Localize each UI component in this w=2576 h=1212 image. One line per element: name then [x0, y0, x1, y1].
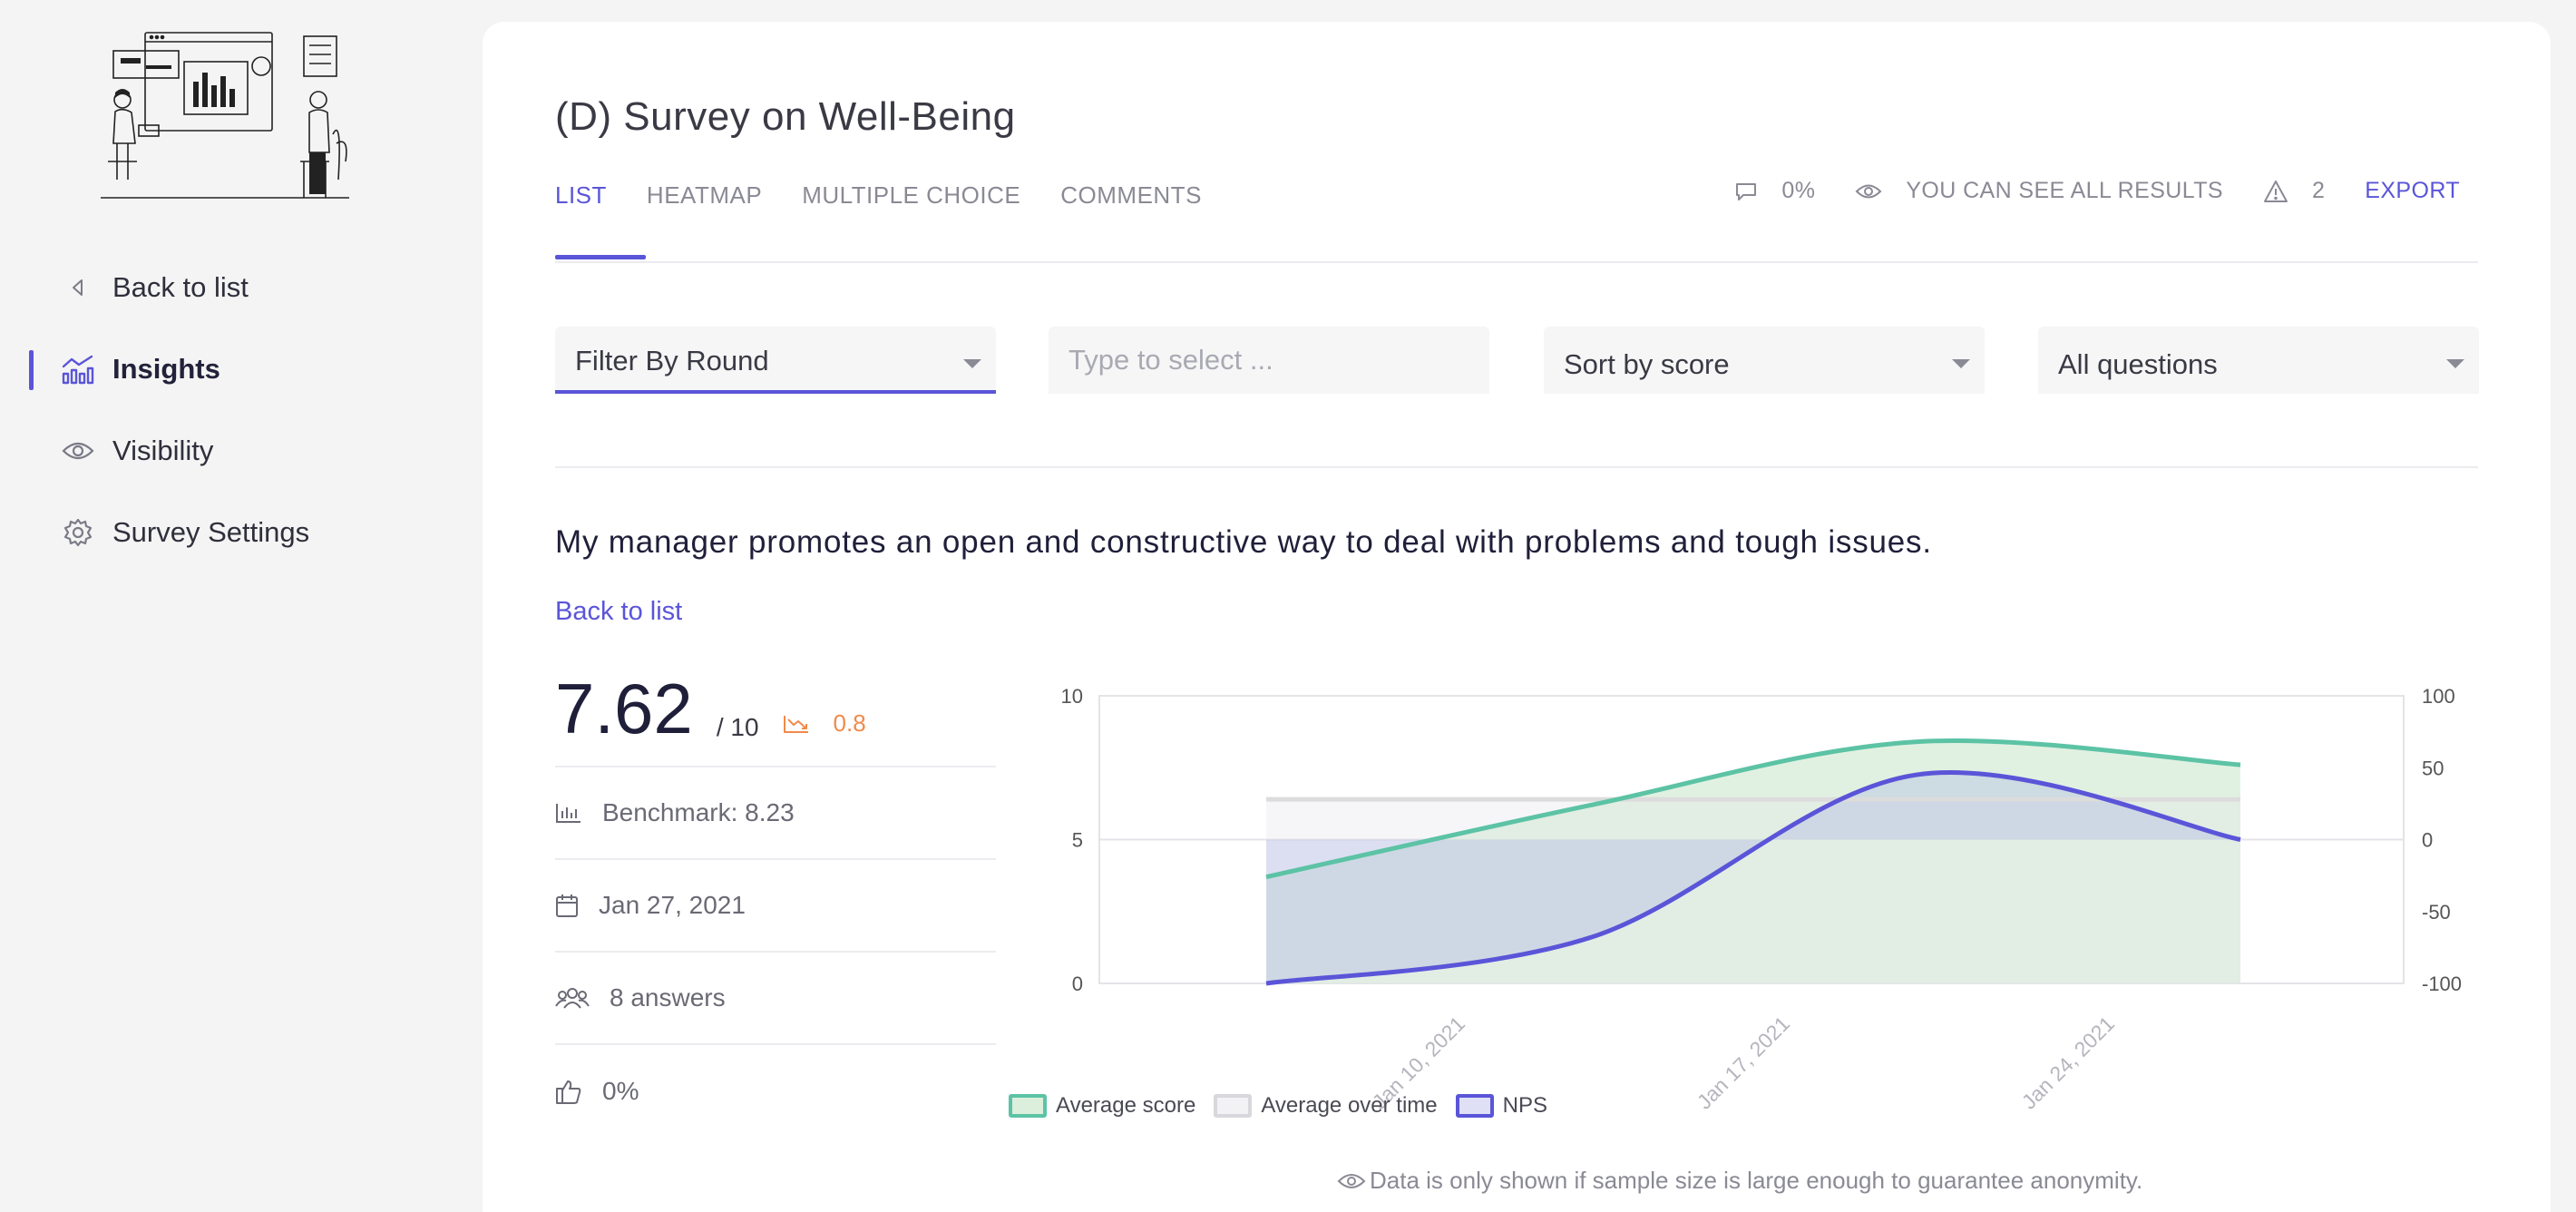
y-left-tick-label: 10: [1061, 685, 1083, 708]
x-tick-label: Jan 17, 2021: [1693, 1012, 1794, 1113]
date-text: Jan 27, 2021: [599, 891, 746, 919]
sidebar-nav: Back to list Insights Visibility: [0, 247, 481, 573]
chart-legend: Average score Average over time NPS: [1009, 1093, 1566, 1119]
sidebar-item-visibility[interactable]: Visibility: [0, 410, 481, 492]
likes-row: 0%: [555, 1045, 996, 1138]
users-icon: [555, 988, 590, 1009]
sidebar-item-label: Insights: [112, 353, 220, 385]
visibility-status: YOU CAN SEE ALL RESULTS: [1855, 178, 2223, 204]
benchmark-row: Benchmark: 8.23: [555, 767, 996, 860]
y-left-tick-label: 0: [1072, 973, 1083, 995]
x-tick-label: Jan 24, 2021: [2017, 1012, 2119, 1113]
eye-icon: [1855, 184, 1882, 198]
sidebar-item-label: Visibility: [112, 435, 214, 466]
legend-label: Average score: [1056, 1093, 1196, 1118]
comments-rate: 0%: [1734, 178, 1815, 204]
tab-comments[interactable]: COMMENTS: [1060, 181, 1202, 209]
visibility-text: YOU CAN SEE ALL RESULTS: [1906, 178, 2223, 203]
score-trend: 0.8: [783, 709, 866, 738]
answers-text: 8 answers: [610, 983, 726, 1012]
export-button[interactable]: EXPORT: [2365, 178, 2460, 203]
bar-chart-icon: [556, 804, 581, 823]
average-over-time-area: [1266, 799, 2240, 983]
comments-pct: 0%: [1781, 178, 1816, 203]
thumbs-up-icon: [556, 1080, 581, 1104]
average-score-line: [1265, 738, 2241, 880]
caret-down-icon: [963, 359, 981, 368]
anonymity-note-text: Data is only shown if sample size is lar…: [1370, 1167, 2143, 1194]
y-left-tick-label: 5: [1072, 829, 1083, 852]
caret-left-icon: [60, 269, 96, 306]
questions-select[interactable]: All questions: [2038, 327, 2479, 394]
active-tab-indicator: [555, 255, 646, 259]
tab-multiple-choice[interactable]: MULTIPLE CHOICE: [802, 181, 1021, 209]
legend-swatch: [1455, 1094, 1494, 1118]
benchmark-text: Benchmark: 8.23: [602, 798, 795, 826]
filters-divider: [555, 466, 2478, 468]
main-card: (D) Survey on Well-Being LIST HEATMAP MU…: [483, 22, 2551, 1212]
chart-icon: [60, 351, 96, 387]
y-right-tick-label: -100: [2422, 973, 2462, 995]
caret-down-icon: [2446, 359, 2464, 368]
legend-swatch: [1009, 1094, 1047, 1118]
sidebar-item-label: Back to list: [112, 271, 249, 303]
sort-label: Sort by score: [1564, 348, 1730, 380]
tab-heatmap[interactable]: HEATMAP: [646, 181, 763, 209]
eye-icon: [60, 433, 96, 469]
nps-line: [1265, 769, 2241, 986]
legend-label: NPS: [1502, 1093, 1547, 1118]
filter-by-round-label: Filter By Round: [575, 345, 769, 376]
survey-illustration: [101, 32, 349, 199]
sidebar-item-label: Survey Settings: [112, 516, 310, 548]
type-to-select-input[interactable]: Type to select ...: [1049, 327, 1489, 394]
tabs-divider: [555, 261, 2478, 263]
trend-value: 0.8: [833, 709, 866, 737]
score-value: 7.62: [555, 669, 693, 748]
gear-icon: [60, 514, 96, 551]
caret-down-icon: [1952, 359, 1970, 368]
legend-item-average-score[interactable]: Average score: [1009, 1093, 1195, 1119]
comment-icon: [1736, 182, 1757, 200]
back-to-list-link[interactable]: Back to list: [555, 597, 683, 626]
type-to-select-placeholder: Type to select ...: [1068, 344, 1273, 376]
results-meta-bar: 0% YOU CAN SEE ALL RESULTS 2 EXPORT: [1694, 178, 2460, 204]
warning-icon: [2263, 180, 2288, 202]
sort-select[interactable]: Sort by score: [1544, 327, 1985, 394]
warnings-count: 2: [2311, 178, 2326, 203]
score-row: 7.62 / 10 0.8: [555, 666, 996, 767]
tab-bar: LIST HEATMAP MULTIPLE CHOICE COMMENTS: [555, 181, 1242, 210]
y-right-tick-label: 0: [2422, 829, 2433, 852]
sidebar-item-insights[interactable]: Insights: [0, 328, 481, 410]
filter-by-round-select[interactable]: Filter By Round: [555, 327, 996, 394]
date-row: Jan 27, 2021: [555, 860, 996, 953]
answers-row: 8 answers: [555, 953, 996, 1045]
y-right-tick-label: 100: [2422, 685, 2455, 708]
legend-item-average-over-time[interactable]: Average over time: [1214, 1093, 1438, 1119]
y-right-tick-label: -50: [2422, 901, 2451, 924]
question-text: My manager promotes an open and construc…: [555, 524, 1932, 560]
eye-icon: [1337, 1173, 1366, 1188]
score-max: / 10: [716, 713, 759, 741]
legend-swatch: [1214, 1094, 1253, 1118]
question-stats: 7.62 / 10 0.8 Benchmark: 8.23 Jan 27, 20…: [555, 666, 996, 1138]
anonymity-note: Data is only shown if sample size is lar…: [1337, 1167, 2142, 1195]
likes-text: 0%: [602, 1077, 639, 1105]
page-title: (D) Survey on Well-Being: [555, 94, 1016, 139]
nps-area: [1266, 772, 2240, 983]
tab-list[interactable]: LIST: [555, 181, 607, 209]
legend-item-nps[interactable]: NPS: [1455, 1093, 1547, 1119]
y-right-tick-label: 50: [2422, 757, 2444, 779]
sidebar: Back to list Insights Visibility: [0, 0, 481, 1212]
questions-label: All questions: [2058, 348, 2218, 380]
trend-down-icon: [783, 715, 808, 733]
sidebar-item-back-to-list[interactable]: Back to list: [0, 247, 481, 328]
warnings[interactable]: 2: [2263, 178, 2325, 204]
calendar-icon: [556, 894, 578, 917]
legend-label: Average over time: [1261, 1093, 1438, 1118]
sidebar-item-survey-settings[interactable]: Survey Settings: [0, 492, 481, 573]
